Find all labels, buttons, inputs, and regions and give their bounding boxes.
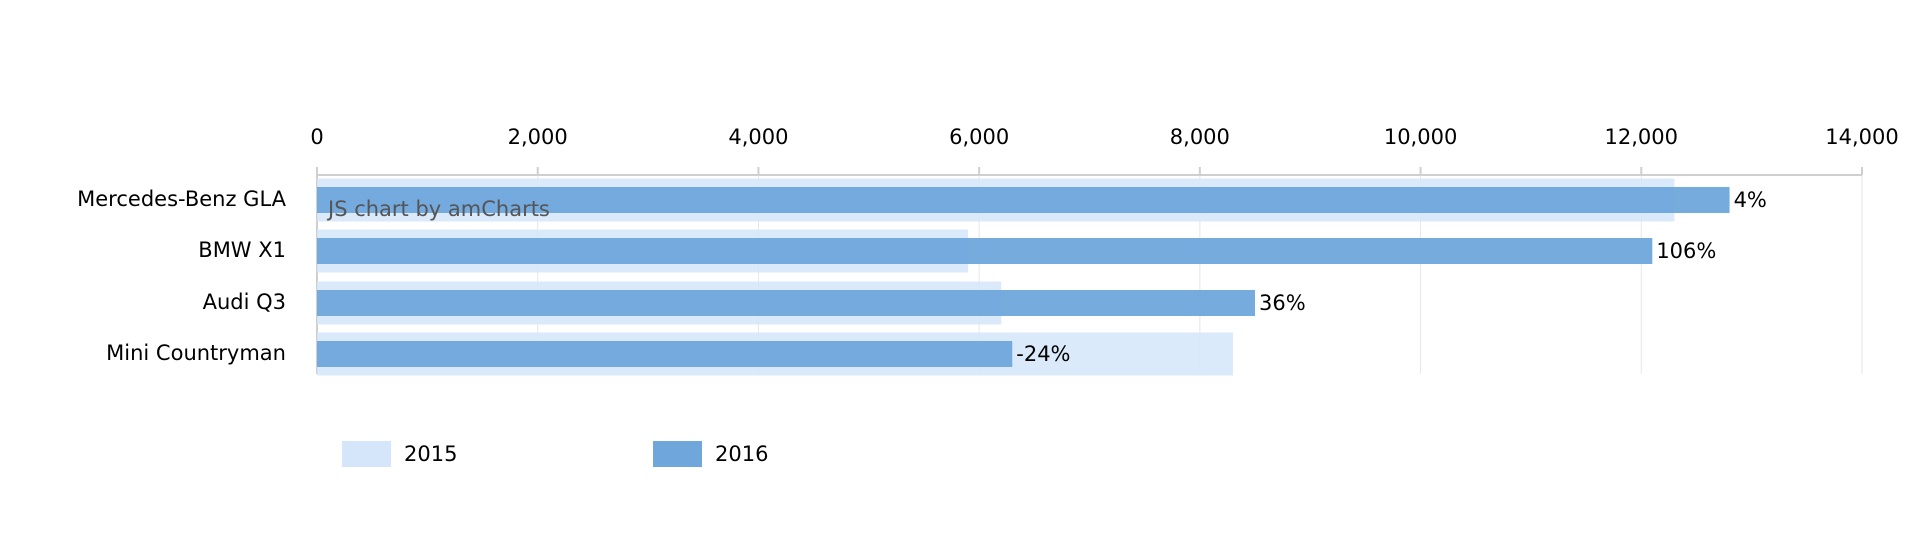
legend-label: 2015: [404, 442, 457, 466]
x-tick-label: 8,000: [1170, 125, 1230, 149]
y-tick-label: BMW X1: [198, 238, 286, 262]
legend-swatch: [342, 441, 391, 467]
credit: JS chart by amCharts: [326, 197, 550, 221]
bar: [317, 290, 1256, 316]
y-tick-label: Mercedes-Benz GLA: [77, 187, 286, 211]
bar: [317, 187, 1730, 213]
bar-label: 4%: [1734, 188, 1767, 212]
x-tick-label: 6,000: [949, 125, 1009, 149]
bar-label: -24%: [1016, 342, 1070, 366]
x-tick-label: 12,000: [1605, 125, 1678, 149]
bar-label: 36%: [1259, 291, 1306, 315]
legend-label: 2016: [715, 442, 768, 466]
y-tick-label: Mini Countryman: [106, 341, 286, 365]
bar-label: 106%: [1656, 239, 1716, 263]
x-tick-label: 14,000: [1825, 125, 1898, 149]
x-tick-label: 10,000: [1384, 125, 1457, 149]
bar: [317, 341, 1013, 367]
x-tick-label: 2,000: [508, 125, 568, 149]
x-tick-label: 4,000: [728, 125, 788, 149]
legend-swatch: [653, 441, 702, 467]
bar: [317, 238, 1653, 264]
y-tick-label: Audi Q3: [203, 290, 286, 314]
x-tick-label: 0: [310, 125, 323, 149]
